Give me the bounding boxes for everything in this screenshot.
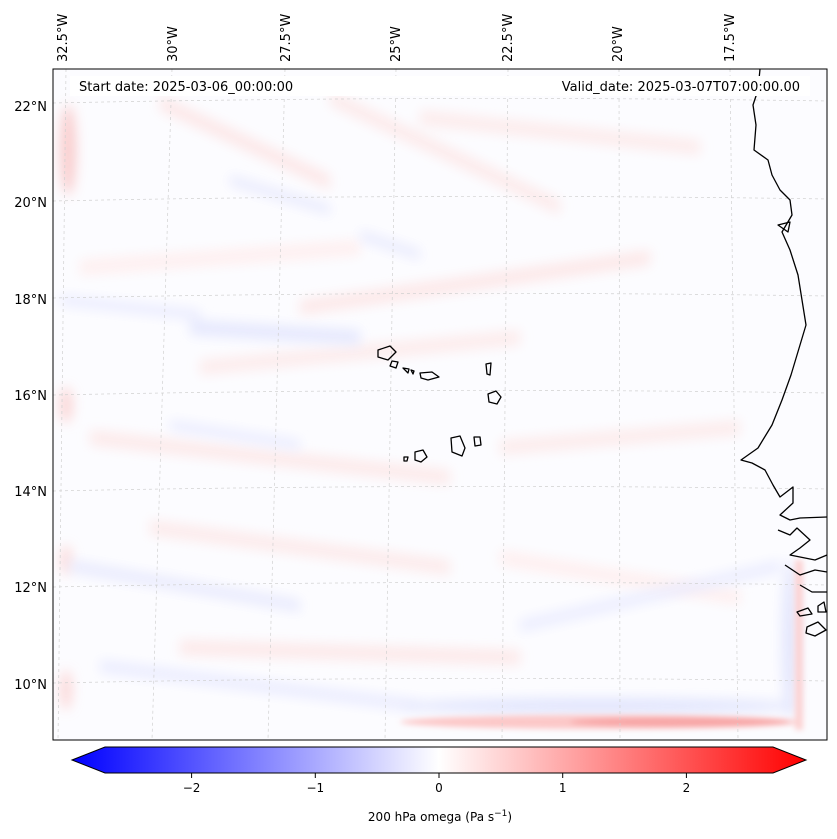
colorbar-label: 200 hPa omega (Pa s−1)	[368, 809, 512, 824]
lon-label: 30°W	[166, 26, 181, 62]
lat-label: 16°N	[14, 389, 47, 404]
graticule	[53, 69, 827, 740]
lat-label: 12°N	[14, 581, 47, 596]
start-date-label: Start date: 2025-03-06_00:00:00	[79, 80, 293, 95]
colorbar-scale	[70, 746, 808, 774]
omega-field	[59, 90, 803, 730]
lon-label: 22.5°W	[501, 14, 516, 62]
longitude-labels: 32.5°W 30°W 27.5°W 25°W 22.5°W 20°W 17.5…	[56, 14, 738, 62]
map-panel: Start date: 2025-03-06_00:00:00 Valid_da…	[52, 68, 828, 741]
colorbar: −2 −1 0 1 2 200 hPa omega (Pa s−1)	[70, 746, 808, 824]
lon-label: 27.5°W	[279, 14, 294, 62]
lat-label: 22°N	[14, 100, 47, 115]
latitude-labels: 22°N 20°N 18°N 16°N 14°N 12°N 10°N	[14, 100, 47, 693]
lat-label: 18°N	[14, 293, 47, 308]
valid-date-label: Valid_date: 2025-03-07T07:00:00.00	[562, 80, 800, 95]
coastline	[740, 68, 828, 637]
colorbar-tick-label: 2	[683, 781, 691, 795]
colorbar-ticks: −2 −1 0 1 2	[183, 773, 690, 795]
map-frame	[52, 68, 828, 741]
colorbar-tick-label: −1	[306, 781, 324, 795]
lon-label: 25°W	[389, 26, 404, 62]
lon-label: 32.5°W	[56, 14, 71, 62]
colorbar-tick-label: 0	[435, 781, 443, 795]
lat-label: 20°N	[14, 196, 47, 211]
lat-label: 10°N	[14, 678, 47, 693]
lon-label: 20°W	[611, 26, 626, 62]
cape-verde-islands	[377, 345, 502, 463]
lon-label: 17.5°W	[723, 14, 738, 62]
colorbar-tick-label: −2	[183, 781, 201, 795]
colorbar-tick-label: 1	[559, 781, 567, 795]
date-strip	[70, 76, 810, 96]
lat-label: 14°N	[14, 485, 47, 500]
